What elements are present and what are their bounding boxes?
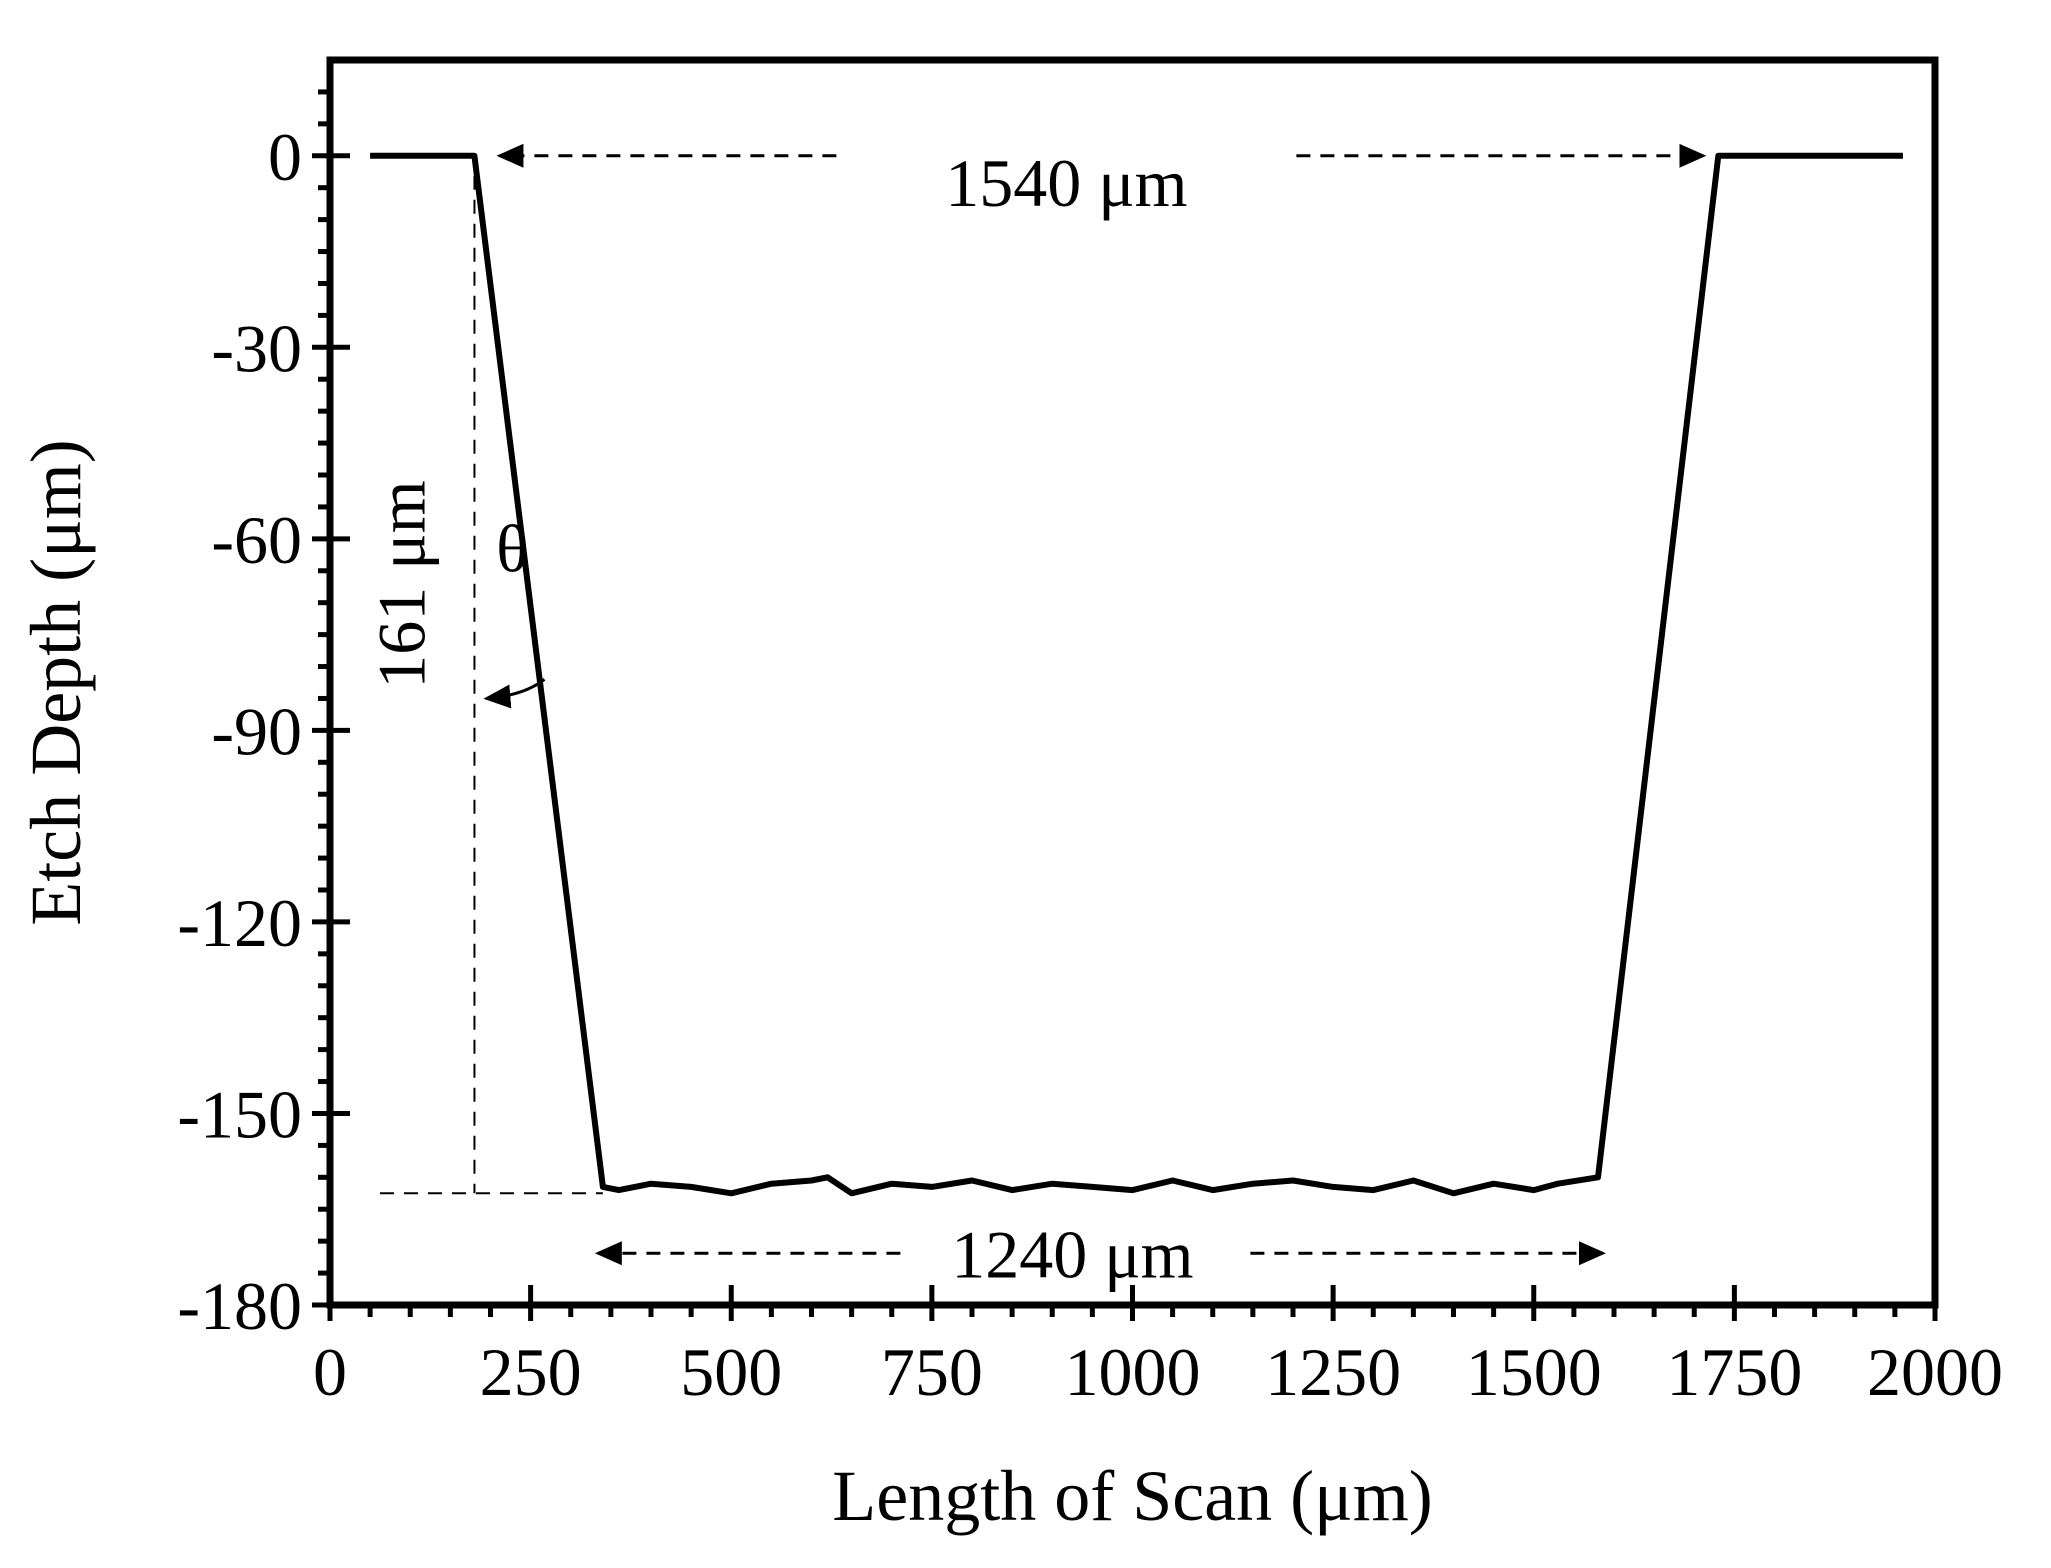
x-tick-label-0: 0 xyxy=(313,1334,347,1410)
y-tick-label-0: 0 xyxy=(268,119,302,195)
x-tick-label-1000: 1000 xyxy=(1065,1334,1201,1410)
x-tick-label-500: 500 xyxy=(680,1334,782,1410)
y-tick-label--30: -30 xyxy=(211,310,302,386)
x-axis-title: Length of Scan (μm) xyxy=(832,1456,1432,1536)
y-axis-tick-labels: 0 -30 -60 -90 -120 -150 -180 xyxy=(177,119,302,1344)
x-axis-minor-ticks xyxy=(367,1305,1898,1317)
annotations: 1540 μm 1240 μm 161 μm θ xyxy=(363,143,1707,1292)
x-tick-label-1750: 1750 xyxy=(1666,1334,1802,1410)
y-tick-label--150: -150 xyxy=(177,1076,302,1152)
x-tick-label-1500: 1500 xyxy=(1466,1334,1602,1410)
x-axis-tick-labels: 0 250 500 750 1000 1250 1500 1750 2000 xyxy=(313,1334,2003,1410)
y-tick-label--180: -180 xyxy=(177,1268,302,1344)
y-tick-label--120: -120 xyxy=(177,885,302,961)
plot-frame xyxy=(326,56,1939,1309)
x-tick-label-250: 250 xyxy=(480,1334,582,1410)
angle-arc xyxy=(483,678,546,709)
y-axis-title: Etch Depth (μm) xyxy=(16,439,96,925)
x-tick-label-2000: 2000 xyxy=(1867,1334,2003,1410)
x-tick-label-750: 750 xyxy=(881,1334,983,1410)
series-line-etch-profile xyxy=(370,152,1903,1197)
y-tick-label--90: -90 xyxy=(211,693,302,769)
top-width-label: 1540 μm xyxy=(945,145,1187,221)
depth-label: 161 μm xyxy=(363,480,439,688)
y-tick-label--60: -60 xyxy=(211,502,302,578)
bottom-width-label: 1240 μm xyxy=(951,1216,1193,1292)
x-tick-label-1250: 1250 xyxy=(1265,1334,1401,1410)
